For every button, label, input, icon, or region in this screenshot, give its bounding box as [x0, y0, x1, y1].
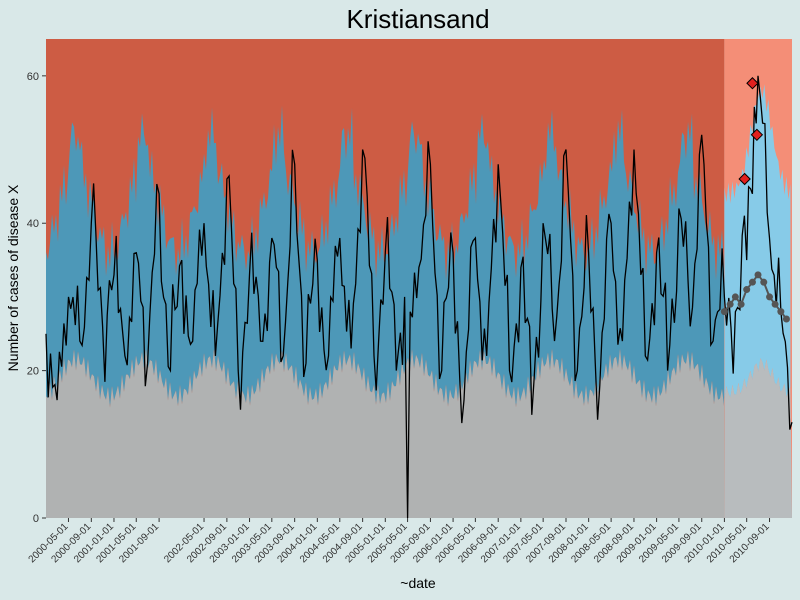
forecast-point: [743, 286, 751, 294]
baseline-lower-region: [46, 348, 725, 518]
forecast-points: [720, 271, 790, 323]
forecast-point: [777, 308, 785, 316]
x-axis: 2000-05-012000-09-012001-01-012001-05-01…: [27, 518, 772, 565]
y-tick-label: 60: [27, 71, 39, 83]
alert-point: [746, 77, 759, 90]
forecast-lower-region: [724, 358, 792, 518]
x-axis-label: ~date: [400, 575, 436, 591]
y-axis-label: Number of cases of disease X: [5, 184, 21, 371]
forecast-band: [724, 84, 791, 400]
forecast-point: [766, 293, 774, 301]
y-tick-label: 0: [33, 513, 39, 525]
chart-title: Kristiansand: [346, 4, 489, 34]
chart-line: [45, 75, 793, 519]
y-tick-label: 20: [27, 366, 39, 378]
y-tick-label: 40: [27, 218, 39, 230]
forecast-point: [760, 278, 768, 286]
alert-points: [738, 77, 764, 186]
forecast-point: [754, 271, 762, 279]
forecast-point: [782, 315, 790, 323]
chart-bands: [46, 39, 792, 518]
baseline-band: [46, 105, 724, 408]
alert-point: [738, 172, 751, 186]
forecast-point: [726, 300, 734, 308]
forecast-point: [771, 300, 779, 308]
observed-line: [45, 75, 793, 519]
y-axis: 0 20 40 60: [27, 71, 46, 525]
forecast-point: [748, 278, 756, 286]
forecast-point: [737, 300, 745, 308]
forecast-point: [720, 308, 728, 316]
forecast-point: [731, 293, 739, 301]
alert-point: [750, 128, 764, 142]
